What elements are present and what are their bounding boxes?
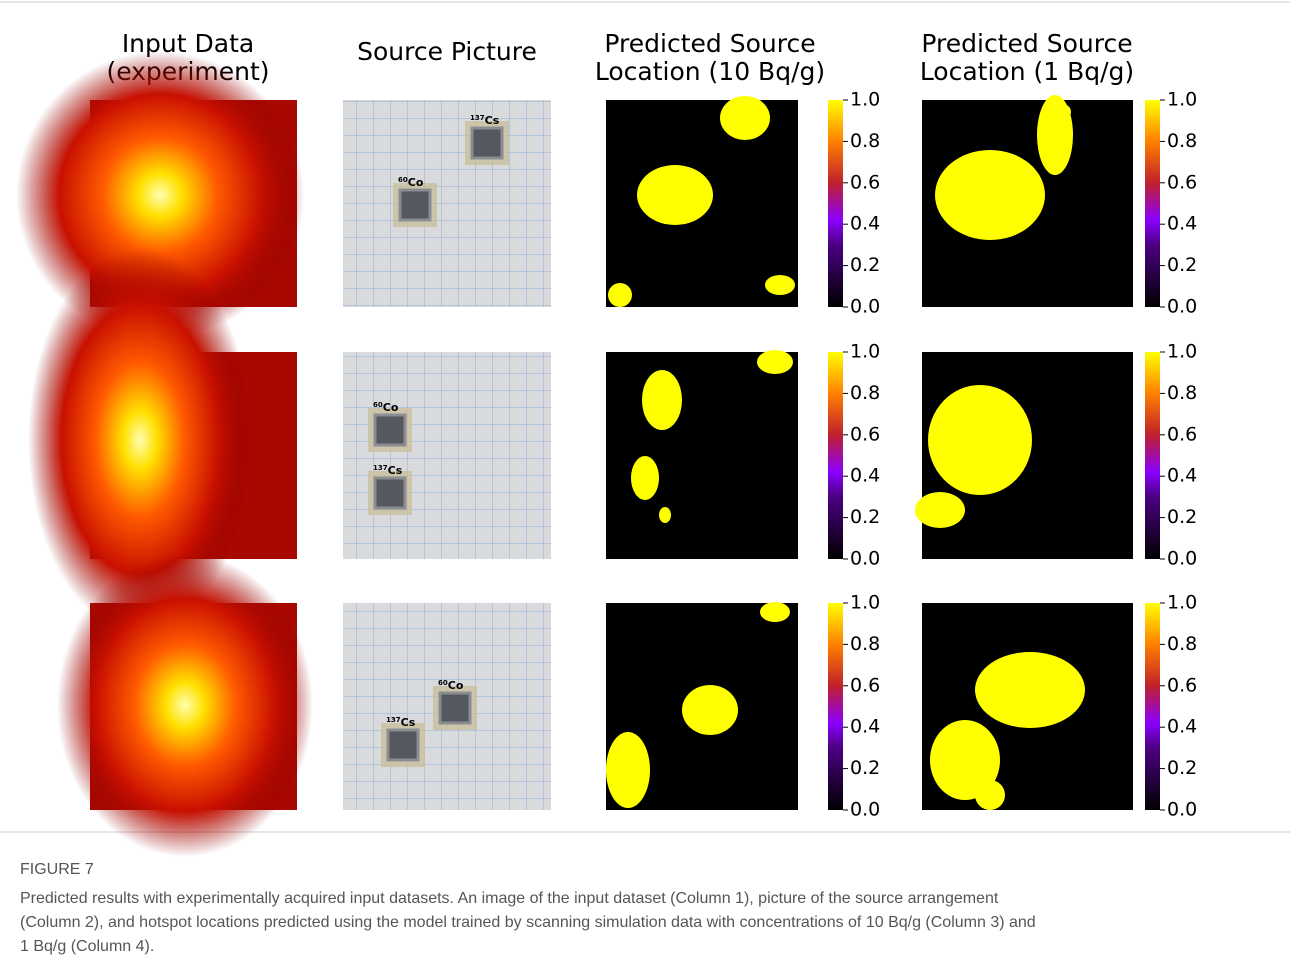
colorbar <box>828 603 843 810</box>
colorbar-tick-label: 0.0 <box>1167 296 1197 318</box>
page: Input Data(experiment)Source PicturePred… <box>0 0 1290 965</box>
heatmap-hotspot <box>57 553 313 857</box>
column-title: Predicted Source <box>604 29 815 58</box>
column-title: Location (10 Bq/g) <box>595 57 825 86</box>
colorbar-tick-label: 0.4 <box>850 716 880 738</box>
caption-line: Predicted results with experimentally ac… <box>20 890 999 907</box>
prediction-map <box>606 352 798 559</box>
source-mass: 60 <box>398 176 408 184</box>
colorbar-tick-label: 0.6 <box>1167 171 1197 193</box>
colorbar-tick-label: 0.2 <box>1167 506 1197 528</box>
source-mass: 137 <box>470 114 485 122</box>
source-element: Co <box>448 679 464 692</box>
source-sample <box>472 128 502 158</box>
predicted-hotspot <box>608 283 632 307</box>
colorbar <box>1145 352 1160 559</box>
colorbar-tick-label: 0.2 <box>1167 757 1197 779</box>
source-mass: 60 <box>438 679 448 687</box>
predicted-hotspot <box>975 780 1005 810</box>
colorbar-tick-label: 0.8 <box>850 130 880 152</box>
source-element: Cs <box>485 114 500 127</box>
colorbar-tick-label: 0.4 <box>850 213 880 235</box>
predicted-hotspot <box>631 456 659 500</box>
colorbar <box>828 100 843 307</box>
source-sample <box>440 693 470 723</box>
source-sample <box>400 190 430 220</box>
source-mass: 137 <box>373 464 388 472</box>
predicted-hotspot <box>765 275 795 295</box>
caption-line: (Column 2), and hotspot locations predic… <box>20 914 1036 931</box>
colorbar-tick-label: 0.0 <box>850 799 880 821</box>
colorbar-tick-label: 0.2 <box>850 254 880 276</box>
colorbar-tick-label: 0.8 <box>1167 633 1197 655</box>
colorbar-tick-label: 0.4 <box>1167 716 1197 738</box>
colorbar-tick-label: 1.0 <box>1167 341 1197 363</box>
source-mass: 137 <box>386 716 401 724</box>
source-element: Co <box>408 176 424 189</box>
colorbar-tick-label: 0.4 <box>1167 213 1197 235</box>
source-element: Cs <box>388 464 403 477</box>
colorbar-tick-label: 1.0 <box>1167 592 1197 614</box>
colorbar-tick-label: 0.0 <box>1167 548 1197 570</box>
colorbar-tick-label: 0.0 <box>850 296 880 318</box>
source-element: Cs <box>401 716 416 729</box>
colorbar-tick-label: 1.0 <box>1167 89 1197 111</box>
colorbar-tick-label: 0.2 <box>850 506 880 528</box>
predicted-hotspot <box>659 507 671 523</box>
colorbar-tick-label: 0.6 <box>850 423 880 445</box>
caption-line: 1 Bq/g (Column 4). <box>20 938 154 955</box>
column-title: Source Picture <box>357 37 537 66</box>
predicted-hotspot <box>720 96 770 140</box>
column-title: Predicted Source <box>921 29 1132 58</box>
predicted-hotspot <box>760 602 790 622</box>
source-mass: 60 <box>373 401 383 409</box>
predicted-hotspot <box>637 165 713 225</box>
predicted-hotspot <box>1055 104 1071 120</box>
colorbar-tick-label: 1.0 <box>850 341 880 363</box>
colorbar <box>1145 100 1160 307</box>
colorbar-tick-label: 0.4 <box>1167 465 1197 487</box>
column-title: Location (1 Bq/g) <box>920 57 1134 86</box>
colorbar-tick-label: 0.6 <box>850 171 880 193</box>
source-sample <box>388 730 418 760</box>
colorbar-tick-label: 0.0 <box>1167 799 1197 821</box>
colorbar <box>828 352 843 559</box>
photo-grid <box>343 352 551 559</box>
predicted-hotspot <box>606 732 650 808</box>
colorbar-tick-label: 0.4 <box>850 465 880 487</box>
colorbar-tick-label: 0.2 <box>1167 254 1197 276</box>
predicted-hotspot <box>935 150 1045 240</box>
source-element: Co <box>383 401 399 414</box>
colorbar-tick-label: 0.8 <box>850 633 880 655</box>
source-sample <box>375 478 405 508</box>
colorbar-tick-label: 0.0 <box>850 548 880 570</box>
source-sample <box>375 415 405 445</box>
predicted-hotspot <box>642 370 682 430</box>
figure-row: 60Co 137Cs 0.0 0.2 0.4 0.6 0.8 1.0 0.0 0.2 0.4 0.6 0… <box>57 553 1197 857</box>
predicted-hotspot <box>915 492 965 528</box>
predicted-hotspot <box>975 652 1085 728</box>
photo-grid <box>343 100 551 307</box>
predicted-hotspot <box>682 685 738 735</box>
colorbar-tick-label: 1.0 <box>850 592 880 614</box>
colorbar-tick-label: 0.8 <box>1167 130 1197 152</box>
figure-label: FIGURE 7 <box>20 861 94 878</box>
predicted-hotspot <box>757 350 793 374</box>
colorbar <box>1145 603 1160 810</box>
colorbar-tick-label: 0.8 <box>850 382 880 404</box>
colorbar-tick-label: 0.6 <box>1167 674 1197 696</box>
colorbar-tick-label: 0.6 <box>850 674 880 696</box>
figure: Input Data(experiment)Source PicturePred… <box>0 0 1290 965</box>
colorbar-tick-label: 0.8 <box>1167 382 1197 404</box>
colorbar-tick-label: 1.0 <box>850 89 880 111</box>
colorbar-tick-label: 0.2 <box>850 757 880 779</box>
colorbar-tick-label: 0.6 <box>1167 423 1197 445</box>
predicted-hotspot <box>928 385 1032 495</box>
